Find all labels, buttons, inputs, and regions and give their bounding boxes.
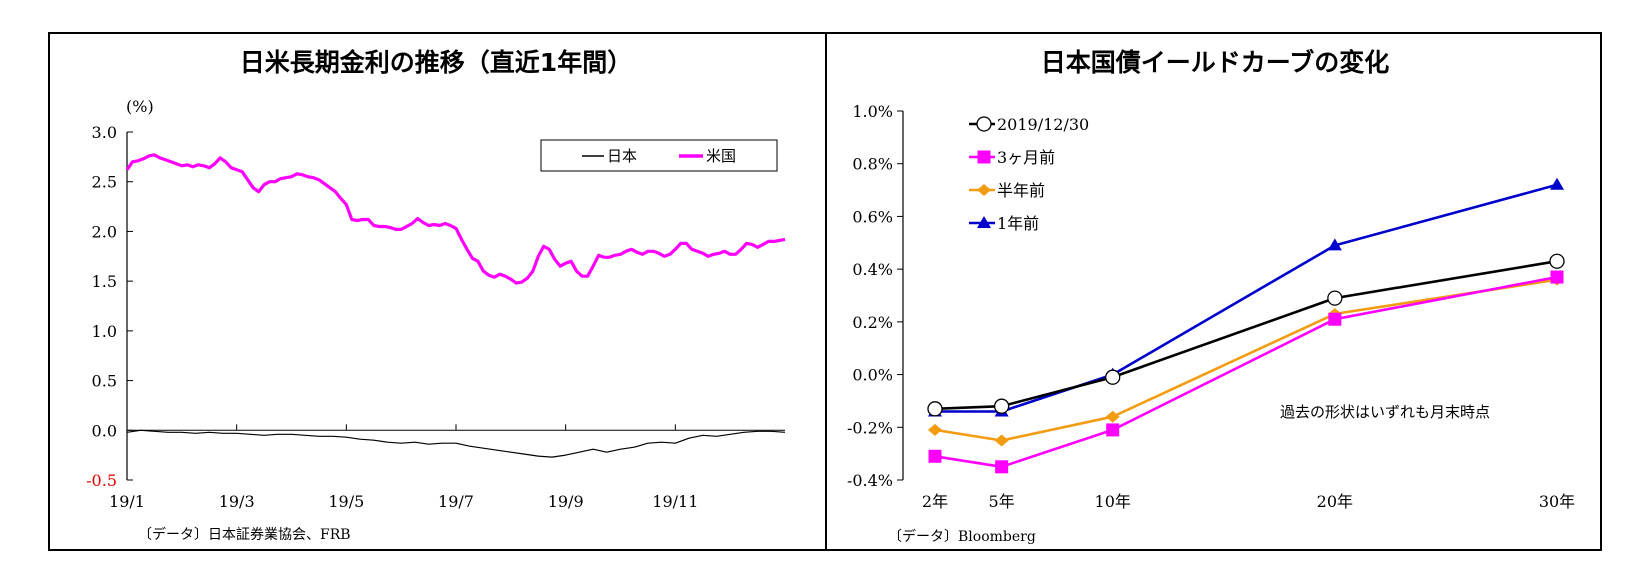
left-x-tick-label: 19/1 xyxy=(109,492,145,511)
left-chart-source: 〔データ〕日本証券業協会、FRB xyxy=(138,526,351,543)
right-y-tick-label: -0.2% xyxy=(847,418,893,437)
three-months-curve-line xyxy=(934,275,1558,469)
right-chart: 日本国債イールドカーブの変化 1.0% 0.8% 0.6% 0.4% 0.2% 0.0% -… xyxy=(847,48,1575,545)
right-y-tick-label: 0.6% xyxy=(852,207,893,226)
latest-curve-point xyxy=(1105,369,1121,385)
right-x-tick-label: 10年 xyxy=(1095,492,1131,511)
us-yield-line xyxy=(125,153,786,285)
one-year-curve-legend-marker xyxy=(977,216,991,228)
right-axis: 1.0% 0.8% 0.6% 0.4% 0.2% 0.0% -0.2% -0.4% 2年 5年 10… xyxy=(847,102,1575,511)
japan-yield-line xyxy=(126,429,786,458)
right-y-tick-label: 1.0% xyxy=(852,102,893,121)
one-year-curve-point xyxy=(1550,177,1564,190)
left-x-tick-label: 19/11 xyxy=(652,492,698,511)
right-y-tick-label: 0.2% xyxy=(852,313,893,332)
left-x-tick-label: 19/3 xyxy=(219,492,255,511)
legend-us-label: 米国 xyxy=(706,147,736,165)
right-x-tick-label: 5年 xyxy=(989,492,1015,511)
legend-japan-label: 日本 xyxy=(607,147,637,165)
left-y-tick-label: 1.5 xyxy=(92,272,117,291)
left-axis: 3.0 2.5 2.0 1.5 1.0 0.5 0.0 -0.5 19/1 19/3 19/5 19/… xyxy=(86,123,785,511)
left-series xyxy=(125,153,786,458)
three-months-curve-legend-label: 3ヶ月前 xyxy=(997,148,1055,167)
right-y-tick-label: -0.4% xyxy=(847,471,893,490)
left-chart: 日米長期金利の推移（直近1年間） (%) 3.0 2.5 2.0 1.5 1.0 0.5 0… xyxy=(86,48,786,543)
left-legend: 日本 米国 xyxy=(540,139,778,172)
right-series xyxy=(927,177,1565,474)
three-months-curve-point xyxy=(995,460,1009,474)
left-chart-title: 日米長期金利の推移（直近1年間） xyxy=(240,48,632,77)
one-year-curve-point xyxy=(1327,238,1342,251)
three-months-curve-legend-marker xyxy=(977,150,991,164)
three-months-curve-point xyxy=(1328,312,1342,326)
latest-curve-legend-marker xyxy=(976,116,992,132)
half-year-curve-legend-marker xyxy=(977,184,991,196)
left-y-tick-label: 1.0 xyxy=(92,322,117,341)
right-y-tick-label: 0.8% xyxy=(852,155,893,174)
latest-curve-point xyxy=(1327,290,1343,306)
right-chart-source: 〔データ〕Bloomberg xyxy=(888,528,1036,545)
right-y-tick-label: 0.4% xyxy=(852,260,893,279)
chart-divider xyxy=(825,32,827,551)
right-x-tick-label: 2年 xyxy=(922,492,948,511)
right-chart-title: 日本国債イールドカーブの変化 xyxy=(1041,48,1390,77)
latest-curve-line xyxy=(934,259,1558,411)
latest-curve-point xyxy=(993,398,1010,414)
left-x-tick-label: 19/7 xyxy=(438,492,474,511)
left-y-tick-label: 3.0 xyxy=(92,123,117,142)
right-x-tick-label: 20年 xyxy=(1317,492,1353,511)
latest-curve-point xyxy=(927,401,943,417)
left-x-tick-label: 19/5 xyxy=(328,492,364,511)
half-year-curve-point xyxy=(1105,410,1120,423)
three-months-curve-point xyxy=(928,449,942,463)
left-y-tick-label: 0.0 xyxy=(92,421,117,440)
right-x-tick-label: 30年 xyxy=(1539,492,1575,511)
half-year-curve-point xyxy=(994,434,1009,447)
left-y-tick-label: 2.5 xyxy=(92,173,117,192)
left-y-tick-label: 0.5 xyxy=(92,372,117,391)
one-year-curve-legend-label: 1年前 xyxy=(997,214,1039,233)
left-y-tick-label: 2.0 xyxy=(92,222,117,241)
half-year-curve-legend-label: 半年前 xyxy=(997,181,1045,200)
right-chart-note: 過去の形状はいずれも月末時点 xyxy=(1280,403,1490,421)
three-months-curve-point xyxy=(1550,270,1564,284)
right-y-tick-label: 0.0% xyxy=(852,366,893,385)
left-legend-box xyxy=(540,139,778,172)
left-chart-unit: (%) xyxy=(126,97,154,116)
latest-curve-legend-label: 2019/12/30 xyxy=(997,115,1089,134)
three-months-curve-point xyxy=(1106,423,1120,437)
half-year-curve-point xyxy=(928,423,942,436)
left-y-tick-label: -0.5 xyxy=(86,471,117,490)
latest-curve-point xyxy=(1549,253,1565,269)
left-x-tick-label: 19/9 xyxy=(548,492,584,511)
